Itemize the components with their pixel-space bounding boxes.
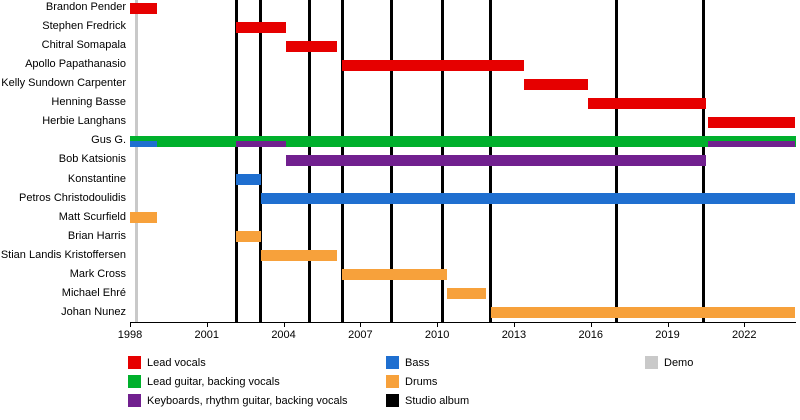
member-label: Mark Cross <box>69 267 126 280</box>
legend-swatch-lead_vocals <box>128 356 141 369</box>
timeline-bar-lead_vocals <box>588 97 706 109</box>
legend-swatch-demo <box>645 356 658 369</box>
axis-tick <box>283 322 285 327</box>
member-label: Chitral Somapala <box>41 39 126 52</box>
legend-swatch-bass <box>386 356 399 369</box>
legend-label-studio_album: Studio album <box>405 395 470 407</box>
axis-tick-label: 2022 <box>732 329 757 341</box>
member-label: Stian Landis Kristoffersen <box>0 248 126 261</box>
timeline-bar-lead_vocals <box>286 40 338 52</box>
timeline-bar-drums <box>260 250 338 262</box>
timeline-bar-drums <box>236 231 261 243</box>
timeline-bar-keyboards <box>236 141 287 147</box>
axis-tick <box>744 322 746 327</box>
timeline-bar-lead_vocals <box>130 2 157 14</box>
timeline-bar-lead_guitar <box>130 135 796 147</box>
axis-tick-label: 2013 <box>501 329 527 341</box>
member-label: Michael Ehré <box>61 286 126 299</box>
studio-album-line <box>234 0 238 322</box>
axis-tick <box>437 322 439 327</box>
member-label: Brian Harris <box>67 229 126 242</box>
timeline-bar-bass <box>236 174 261 186</box>
legend-label-lead_vocals: Lead vocals <box>147 357 206 369</box>
legend-label-demo: Demo <box>664 357 694 369</box>
member-label: Kelly Sundown Carpenter <box>1 77 126 90</box>
member-label: Henning Basse <box>51 96 126 109</box>
member-label: Gus G. <box>91 134 126 147</box>
member-label: Brandon Pender <box>45 1 126 13</box>
legend-swatch-lead_guitar <box>128 375 141 388</box>
member-label: Apollo Papathanasio <box>25 58 126 71</box>
legend-swatch-studio_album <box>386 394 399 407</box>
timeline-bar-bass <box>130 141 157 147</box>
studio-album-line <box>259 0 263 322</box>
legend-label-drums: Drums <box>405 376 438 388</box>
timeline-bar-keyboards <box>286 154 706 166</box>
timeline-bar-drums <box>447 288 486 300</box>
member-label: Herbie Langhans <box>42 115 126 128</box>
member-label: Stephen Fredrick <box>42 20 126 33</box>
member-label: Konstantine <box>67 172 126 185</box>
axis-tick <box>130 322 131 327</box>
axis-tick <box>590 322 592 327</box>
demo-line <box>134 0 138 322</box>
timeline-bar-lead_vocals <box>524 78 589 90</box>
timeline-bar-keyboards <box>708 141 796 147</box>
axis-tick <box>206 322 208 327</box>
axis-tick-label: 2010 <box>424 329 450 341</box>
axis-tick <box>513 322 515 327</box>
axis-tick-label: 2016 <box>578 329 603 341</box>
legend-label-keyboards: Keyboards, rhythm guitar, backing vocals <box>147 395 348 407</box>
axis-tick-label: 2001 <box>194 329 220 341</box>
legend-swatch-keyboards <box>128 394 141 407</box>
member-label: Petros Christodoulidis <box>19 191 126 204</box>
member-label: Bob Katsionis <box>58 153 126 166</box>
legend-label-lead_guitar: Lead guitar, backing vocals <box>147 376 280 388</box>
axis-tick-label: 2007 <box>348 329 373 341</box>
legend-swatch-drums <box>386 375 399 388</box>
time-axis <box>130 322 796 323</box>
member-label: Johan Nunez <box>61 305 126 318</box>
timeline-bar-lead_vocals <box>708 116 796 128</box>
timeline-bar-drums <box>130 212 157 224</box>
timeline-bar-lead_vocals <box>342 59 525 71</box>
member-label: Matt Scurfield <box>58 210 126 223</box>
legend: Lead vocals Lead guitar, backing vocals Ke… <box>0 345 800 420</box>
timeline-bar-bass <box>260 193 796 205</box>
axis-tick <box>360 322 362 327</box>
plot-area: Brandon Pender Stephen Fredrick Chitral So… <box>0 0 796 341</box>
timeline-bar-drums <box>342 269 448 281</box>
axis-tick-label: 2019 <box>655 329 680 341</box>
axis-tick <box>667 322 669 327</box>
axis-tick-label: 1998 <box>117 329 143 341</box>
axis-tick-label: 2004 <box>271 329 296 341</box>
timeline-bar-lead_vocals <box>236 21 287 33</box>
legend-label-bass: Bass <box>405 357 430 369</box>
timeline-bar-drums <box>490 307 796 319</box>
